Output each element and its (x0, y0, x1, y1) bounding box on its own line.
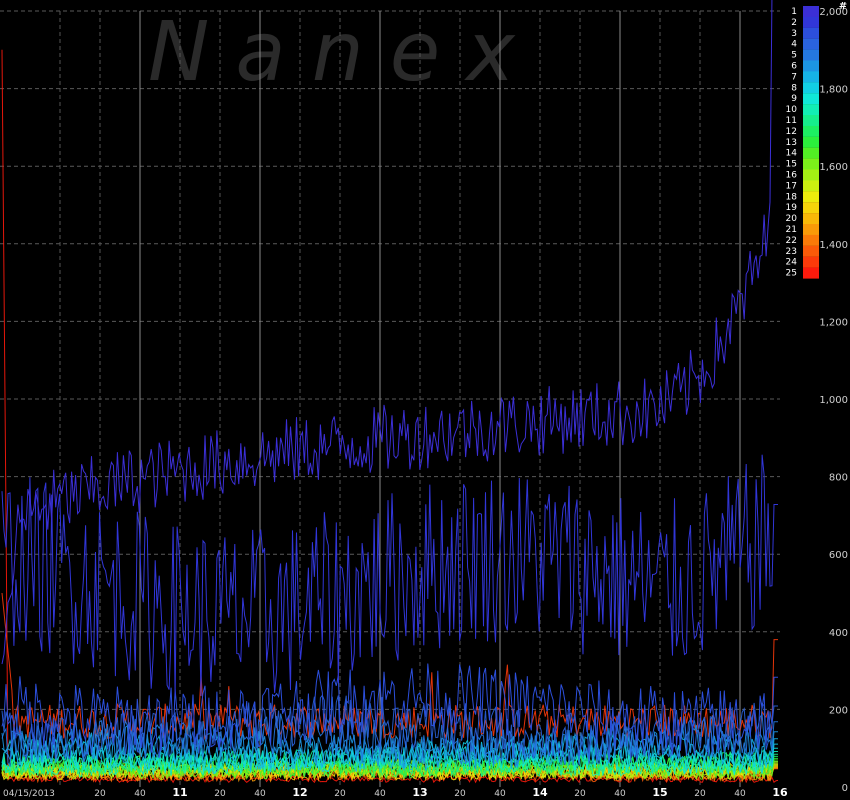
series-lines (1, 0, 779, 784)
x-tick-label: 20 (94, 789, 106, 799)
series-line-1 (1, 0, 773, 665)
x-tick-label: 13 (412, 786, 427, 799)
legend-label: 24 (786, 258, 798, 268)
y-tick-label: 1,400 (819, 240, 848, 251)
y-tick-label: 800 (829, 473, 848, 484)
legend-label: 16 (786, 171, 798, 181)
y-tick-label: 1,800 (819, 85, 848, 96)
legend-label: 8 (791, 83, 797, 93)
x-tick-label: 40 (254, 789, 266, 799)
legend-swatch (803, 104, 819, 116)
y-tick-label: 0 (842, 783, 848, 794)
legend: # 12345678910111213141516171819202122232… (786, 1, 847, 279)
series-line-6 (1, 722, 778, 770)
legend-swatch (803, 27, 819, 39)
watermark: N a n e x (148, 5, 516, 100)
x-tick-label: 40 (374, 789, 386, 799)
legend-swatch (803, 60, 819, 72)
legend-swatch (803, 38, 819, 50)
legend-label: 25 (786, 269, 797, 279)
legend-label: 1 (791, 7, 797, 17)
y-tick-label: 1,000 (819, 395, 848, 406)
legend-label: 21 (786, 225, 797, 235)
legend-swatch (803, 180, 819, 192)
legend-swatch (803, 125, 819, 137)
legend-label: 20 (786, 214, 798, 224)
y-tick-label: 1,200 (819, 317, 848, 328)
series-line-9 (1, 742, 778, 777)
legend-swatch (803, 234, 819, 246)
legend-label: 17 (786, 181, 797, 191)
legend-swatch (803, 136, 819, 148)
legend-title: # (839, 1, 847, 12)
x-axis: 04/15/2013 20 40 11 20 40 12 20 40 13 20 40 14 20 40 1… (3, 786, 788, 799)
legend-label: 13 (786, 138, 797, 148)
legend-label: 23 (786, 247, 797, 257)
y-axis: 0 200 400 600 800 1,000 1,200 1,400 1,600 1,800 2,… (819, 7, 848, 794)
series-line-2 (1, 454, 778, 697)
legend-label: 6 (791, 62, 797, 72)
x-tick-label: 20 (214, 789, 226, 799)
y-tick-label: 200 (829, 705, 848, 716)
y-tick-label: 1,600 (819, 162, 848, 173)
legend-swatch (803, 115, 819, 126)
legend-label: 19 (786, 203, 798, 213)
legend-swatch (803, 202, 819, 214)
legend-label: 18 (786, 192, 798, 202)
legend-label: 4 (791, 40, 797, 50)
x-tick-label: 20 (334, 789, 346, 799)
legend-swatch (803, 169, 819, 181)
x-tick-label: 14 (532, 786, 548, 799)
legend-label: 11 (786, 116, 797, 126)
series-line-8 (1, 737, 778, 774)
legend-swatch (803, 93, 819, 105)
date-label: 04/15/2013 (3, 789, 55, 799)
legend-label: 14 (786, 149, 798, 159)
legend-label: 3 (791, 29, 797, 39)
legend-swatch (803, 147, 819, 159)
legend-label: 2 (791, 18, 797, 28)
y-tick-label: 2,000 (819, 7, 848, 18)
x-tick-label: 40 (614, 789, 626, 799)
x-tick-label: 20 (454, 789, 466, 799)
legend-swatch (803, 16, 819, 28)
legend-swatch (803, 267, 819, 279)
x-tick-label: 20 (574, 789, 586, 799)
legend-label: 15 (786, 160, 797, 170)
legend-swatch (803, 245, 819, 257)
legend-label: 5 (791, 51, 797, 61)
legend-swatch (803, 6, 819, 17)
legend-swatch (803, 213, 819, 225)
legend-swatch (803, 158, 819, 170)
x-tick-label: 16 (772, 786, 788, 799)
x-tick-label: 20 (694, 789, 706, 799)
x-tick-label: 40 (134, 789, 146, 799)
legend-label: 9 (791, 94, 797, 104)
x-tick-label: 40 (494, 789, 506, 799)
y-tick-label: 400 (829, 628, 848, 639)
series-line-3 (1, 663, 778, 754)
x-tick-label: 12 (292, 786, 307, 799)
legend-swatch (803, 256, 819, 268)
legend-swatch (803, 82, 819, 94)
legend-label: 22 (786, 236, 797, 246)
legend-swatch (803, 49, 819, 61)
x-tick-label: 40 (734, 789, 746, 799)
legend-swatch (803, 191, 819, 203)
legend-label: 10 (786, 105, 798, 115)
legend-swatch (803, 224, 819, 235)
legend-label: 7 (791, 72, 797, 82)
x-tick-label: 15 (652, 786, 667, 799)
legend-label: 12 (786, 127, 797, 137)
x-tick-label: 11 (172, 786, 187, 799)
y-tick-label: 600 (829, 550, 848, 561)
series-line-4 (1, 694, 778, 763)
legend-swatch (803, 71, 819, 83)
